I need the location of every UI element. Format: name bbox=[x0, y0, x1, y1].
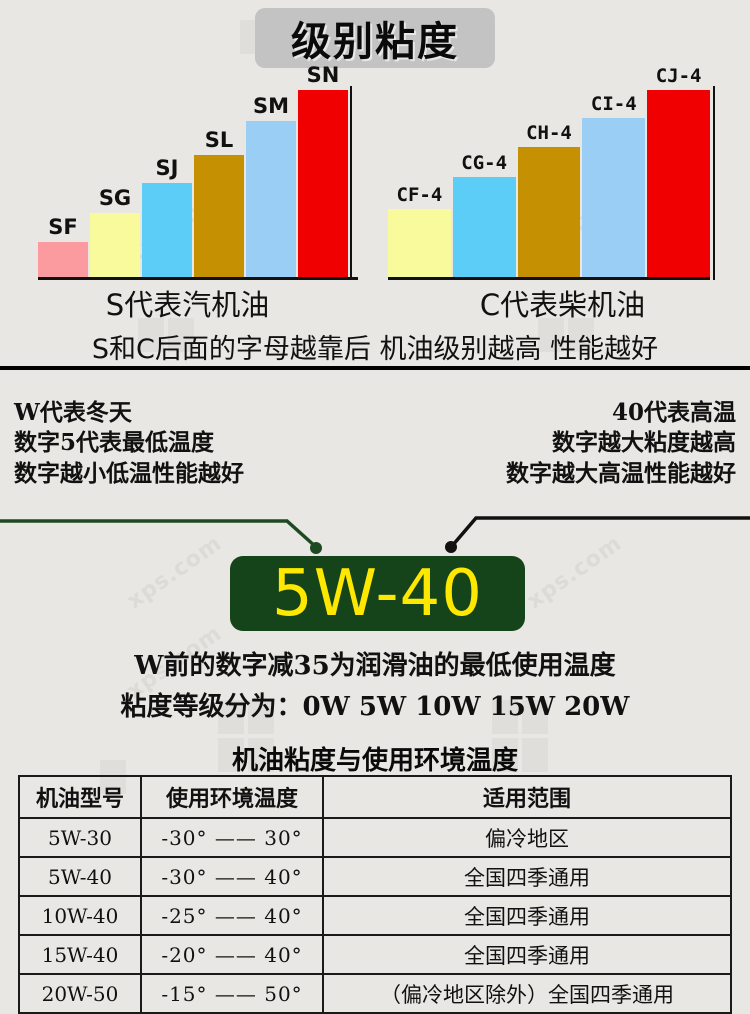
annotation-right-line1: 40代表高温 bbox=[611, 399, 736, 426]
table-cell-temp: -25° —— 40° bbox=[140, 895, 324, 936]
table-cell-range: （偏冷地区除外）全国四季通用 bbox=[322, 973, 732, 1014]
table-cell-range: 偏冷地区 bbox=[322, 817, 732, 858]
bar-label-cf-4: CF-4 bbox=[396, 184, 443, 206]
chart-diesel-grades: CF-4 CG-4 CH-4 CI-4 CJ-4 bbox=[388, 67, 715, 280]
bar-group-gasoline: SF SG SJ SL SM SN bbox=[38, 65, 358, 278]
bar-sn: SN bbox=[298, 65, 348, 278]
table-cell-range: 全国四季通用 bbox=[322, 895, 732, 936]
annotation-left-line3: 数字越小低温性能越好 bbox=[14, 459, 244, 487]
bar-cj-4: CJ-4 bbox=[647, 67, 710, 278]
bar-rect-cg-4 bbox=[452, 177, 516, 278]
bar-ci-4: CI-4 bbox=[582, 82, 646, 278]
bar-rect-cj-4 bbox=[647, 90, 710, 278]
caption-gasoline: S代表汽机油 bbox=[105, 288, 270, 322]
annotation-right-line3: 数字越大高温性能越好 bbox=[506, 459, 736, 487]
table-cell-model: 10W-40 bbox=[18, 895, 142, 936]
bar-sl: SL bbox=[194, 82, 244, 278]
bar-rect-ci-4 bbox=[582, 118, 646, 278]
annotation-right: 40代表高温 数字越大粘度越高 数字越大高温性能越好 bbox=[506, 398, 736, 489]
section-divider bbox=[0, 366, 750, 370]
chart-y-axis bbox=[350, 86, 352, 280]
table-header-model: 机油型号 bbox=[18, 775, 142, 819]
chart-x-axis bbox=[388, 277, 710, 280]
table-row: 10W-40 -25° —— 40° 全国四季通用 bbox=[18, 895, 732, 936]
bar-sj: SJ bbox=[142, 82, 192, 278]
table-row: 5W-30 -30° —— 30° 偏冷地区 bbox=[18, 817, 732, 858]
table-header-range: 适用范围 bbox=[322, 775, 732, 819]
table-cell-model: 5W-30 bbox=[18, 817, 142, 858]
bar-label-sm: SM bbox=[252, 94, 290, 118]
bar-label-sf: SF bbox=[48, 215, 78, 239]
annotation-right-line2: 数字越大粘度越高 bbox=[552, 429, 736, 457]
bar-rect-cf-4 bbox=[388, 209, 451, 278]
table-title: 机油粘度与使用环境温度 bbox=[231, 746, 518, 776]
chart-x-axis bbox=[38, 277, 358, 280]
bar-label-ch-4: CH-4 bbox=[526, 122, 572, 144]
page-title-badge: 级别粘度 bbox=[255, 8, 495, 68]
annotation-left: W代表冬天 数字5代表最低温度 数字越小低温性能越好 bbox=[14, 398, 244, 489]
bar-rect-sg bbox=[90, 213, 140, 278]
bar-rect-sj bbox=[142, 183, 192, 278]
bar-rect-sf bbox=[38, 242, 88, 278]
table-header-row: 机油型号 使用环境温度 适用范围 bbox=[18, 775, 732, 819]
watermark-text: xps.com bbox=[122, 530, 227, 615]
bar-sf: SF bbox=[38, 82, 88, 278]
table-cell-temp: -20° —— 40° bbox=[140, 934, 324, 975]
table-row: 20W-50 -15° —— 50° （偏冷地区除外）全国四季通用 bbox=[18, 973, 732, 1014]
bar-cf-4: CF-4 bbox=[388, 82, 451, 278]
annotation-left-line2: 数字5代表最低温度 bbox=[14, 429, 215, 457]
bar-label-cj-4: CJ-4 bbox=[655, 65, 702, 87]
oil-grade-value: 5W-40 bbox=[272, 556, 483, 631]
bar-label-cg-4: CG-4 bbox=[461, 152, 508, 174]
bar-rect-ch-4 bbox=[517, 147, 581, 278]
note-viscosity-grades: 粘度等级分为：0W 5W 10W 15W 20W bbox=[120, 692, 630, 722]
chart-y-axis bbox=[713, 86, 715, 280]
viscosity-table: 机油型号 使用环境温度 适用范围 5W-30 -30° —— 30° 偏冷地区 5W-… bbox=[18, 775, 732, 1014]
bar-ch-4: CH-4 bbox=[517, 82, 581, 278]
table-cell-temp: -30° —— 30° bbox=[140, 817, 324, 858]
table-row: 5W-40 -30° —— 40° 全国四季通用 bbox=[18, 856, 732, 897]
bar-group-diesel: CF-4 CG-4 CH-4 CI-4 CJ-4 bbox=[388, 67, 710, 278]
table-cell-range: 全国四季通用 bbox=[322, 934, 732, 975]
bar-cg-4: CG-4 bbox=[452, 82, 516, 278]
table-cell-temp: -15° —— 50° bbox=[140, 973, 324, 1014]
watermark-text: xps.com bbox=[522, 530, 627, 615]
table-cell-range: 全国四季通用 bbox=[322, 856, 732, 897]
bar-rect-sm bbox=[246, 121, 296, 278]
table-row: 15W-40 -20° —— 40° 全国四季通用 bbox=[18, 934, 732, 975]
annotation-left-line1: W代表冬天 bbox=[14, 399, 132, 426]
oil-grade-badge: 5W-40 bbox=[230, 556, 525, 631]
charts-row: SF SG SJ SL SM SN CF-4 CG-4 CH-4 CI-4 CJ-4 bbox=[0, 65, 750, 280]
bar-sg: SG bbox=[90, 82, 140, 278]
note-min-temp: W前的数字减35为润滑油的最低使用温度 bbox=[134, 651, 616, 681]
chart-gasoline-grades: SF SG SJ SL SM SN bbox=[38, 65, 358, 280]
table-cell-model: 20W-50 bbox=[18, 973, 142, 1014]
charts-subcaption: S和C后面的字母越靠后 机油级别越高 性能越好 bbox=[91, 334, 659, 365]
bar-label-sn: SN bbox=[306, 63, 340, 87]
caption-diesel: C代表柴机油 bbox=[479, 288, 646, 322]
bar-label-sl: SL bbox=[204, 128, 234, 152]
bar-rect-sn bbox=[298, 90, 348, 278]
chart-captions: S代表汽机油 C代表柴机油 bbox=[0, 282, 750, 324]
bar-rect-sl bbox=[194, 155, 244, 278]
table-cell-model: 5W-40 bbox=[18, 856, 142, 897]
table-cell-model: 15W-40 bbox=[18, 934, 142, 975]
table-header-temp: 使用环境温度 bbox=[140, 775, 324, 819]
bar-label-sj: SJ bbox=[155, 156, 179, 180]
bar-label-sg: SG bbox=[98, 186, 132, 210]
page-title: 级别粘度 bbox=[291, 19, 459, 65]
bar-label-ci-4: CI-4 bbox=[590, 93, 637, 115]
bar-sm: SM bbox=[246, 82, 296, 278]
table-cell-temp: -30° —— 40° bbox=[140, 856, 324, 897]
